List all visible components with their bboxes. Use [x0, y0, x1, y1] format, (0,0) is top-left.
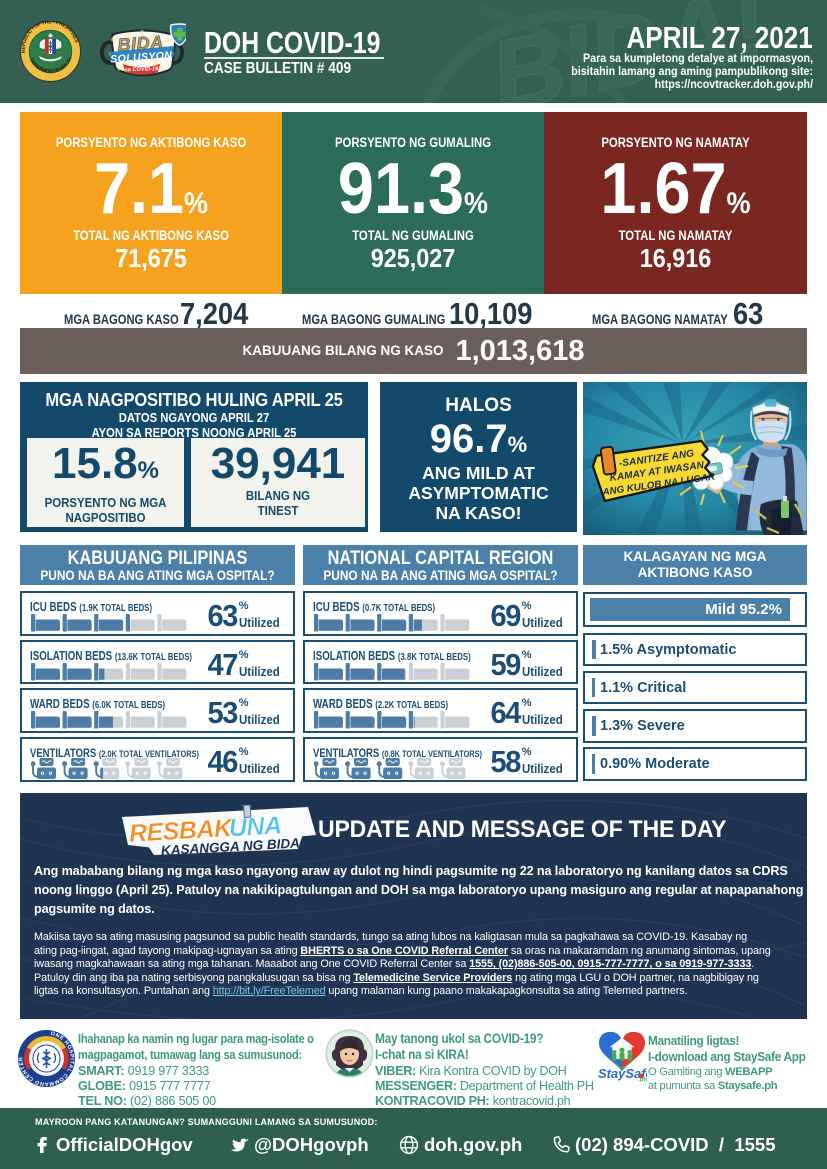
- svg-text:StaySafe: StaySafe: [598, 1066, 647, 1081]
- svg-text:UNA: UNA: [228, 811, 282, 842]
- svg-text:sa COVID-19: sa COVID-19: [125, 66, 160, 73]
- svg-text:KASANGGA NG BIDA: KASANGGA NG BIDA: [161, 835, 301, 857]
- svg-text:SOLUSYON: SOLUSYON: [110, 49, 173, 65]
- svg-text:RESBAK: RESBAK: [128, 814, 234, 848]
- svg-text:.ph: .ph: [638, 1077, 647, 1082]
